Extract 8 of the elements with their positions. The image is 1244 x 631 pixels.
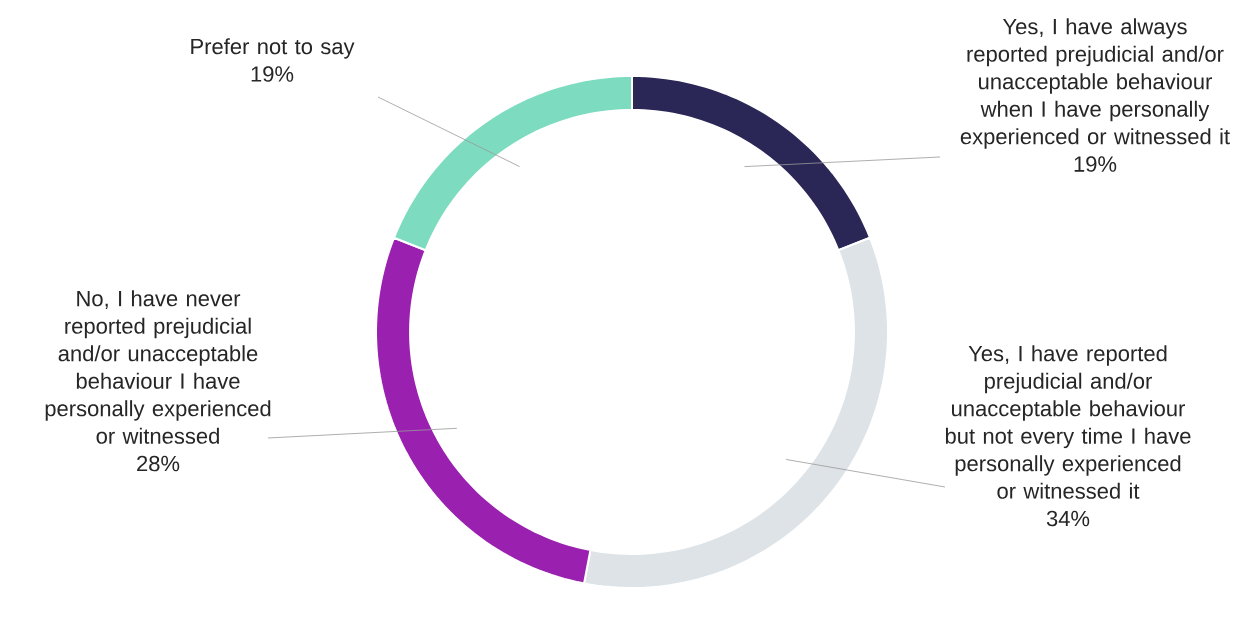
slice-label: Yes, I have reported prejudicial and/or unacceptable behaviour but not every time I have personally experienced or witnessed it: [945, 345, 1191, 499]
slice-label: Prefer not to say: [191, 38, 355, 59]
slice-label: Yes, I have always reported prejudicial and/or unacceptable behaviour when I have personally experienced or witnessed it: [960, 18, 1230, 149]
slice-label: No, I have never reported prejudicial and/or unacceptable behaviour I have personally experienced or witnessed: [45, 290, 271, 444]
data-label: 34%: [1046, 510, 1090, 527]
data-label: 19%: [251, 66, 294, 82]
data-label: 28%: [137, 455, 180, 472]
data-label: 19%: [1074, 156, 1117, 172]
